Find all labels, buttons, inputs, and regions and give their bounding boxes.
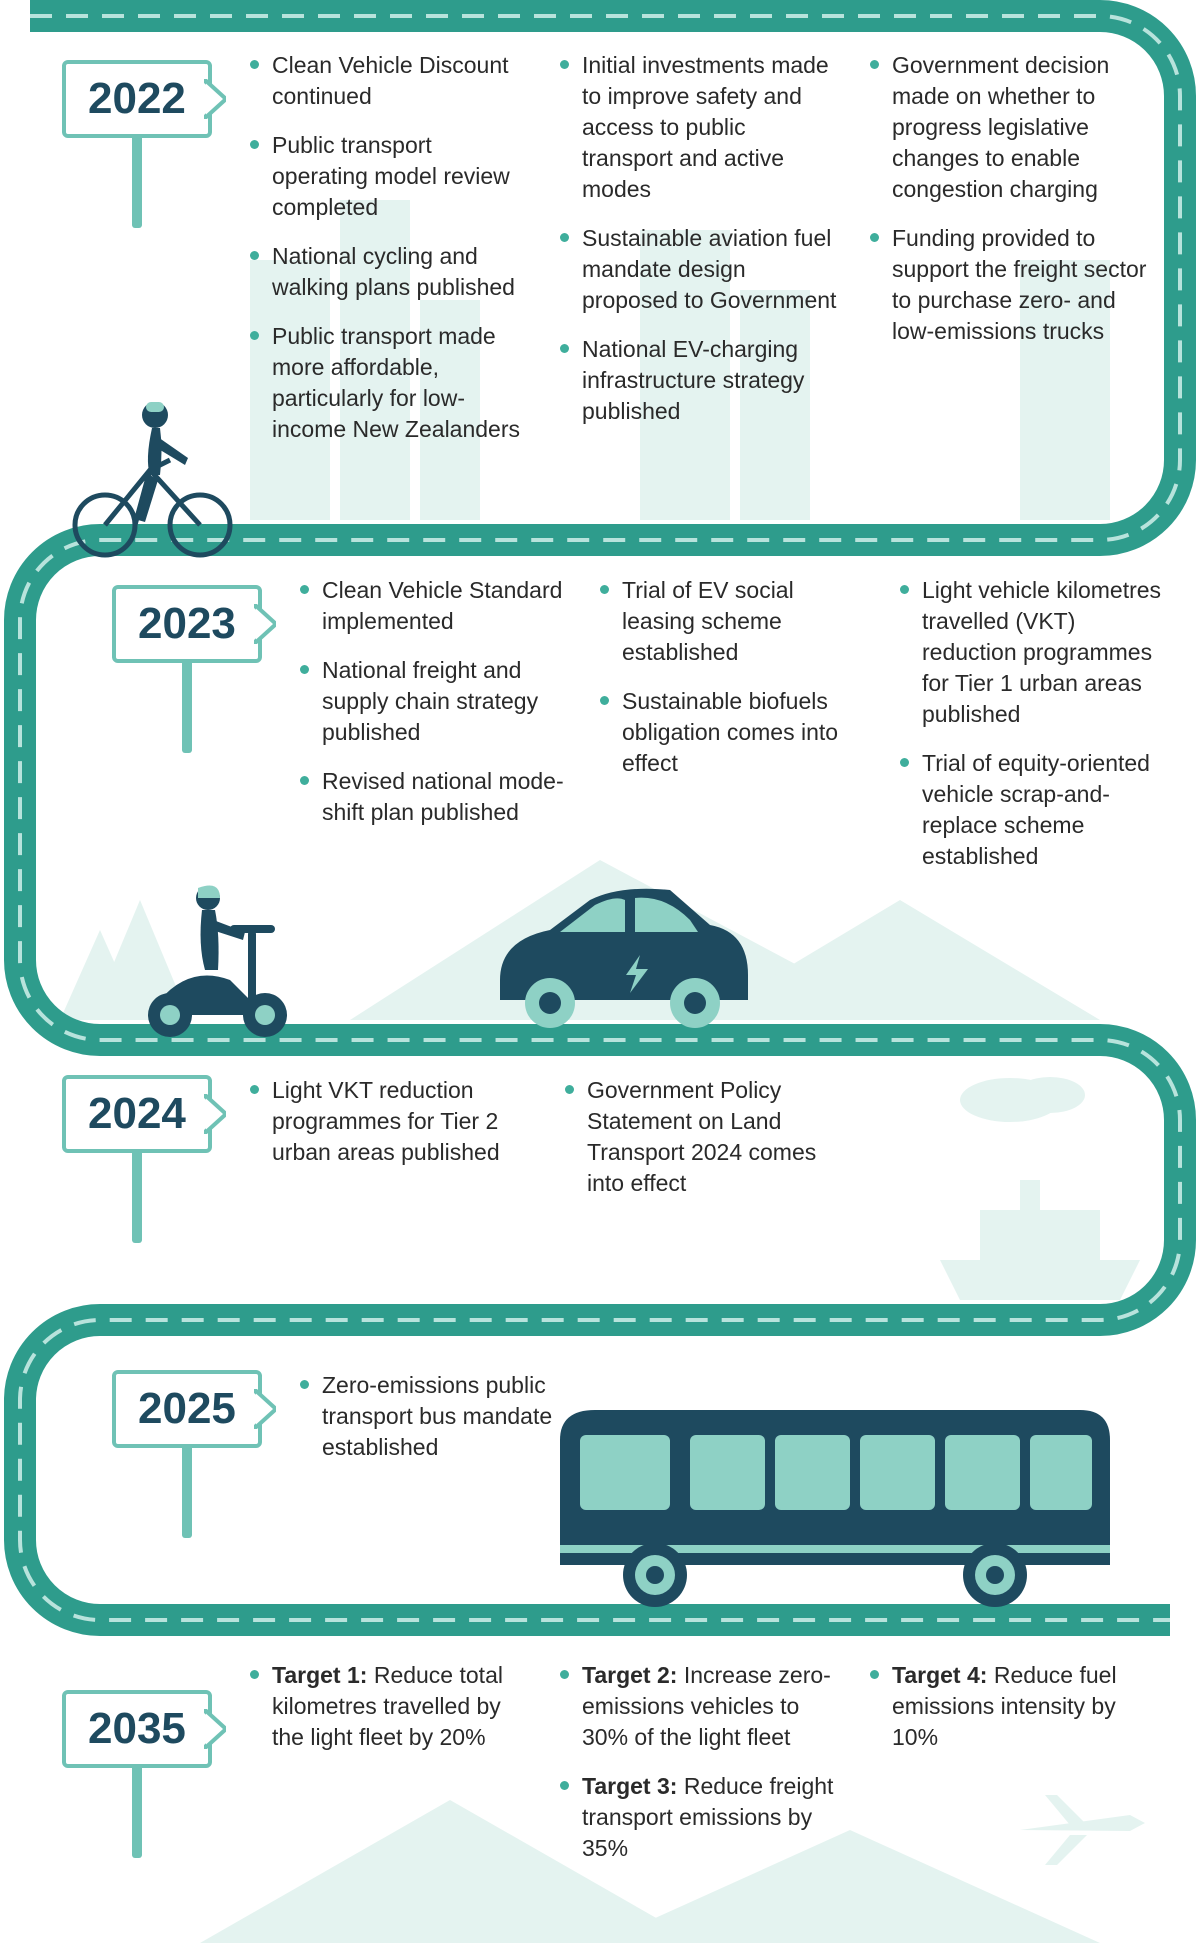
milestone-item: Sustainable biofuels obligation comes in… <box>600 686 870 779</box>
year-sign-2022: 2022 <box>62 60 212 228</box>
milestone-item: Initial investments made to improve safe… <box>560 50 840 205</box>
milestone-item: Light VKT reduction programmes for Tier … <box>250 1075 535 1168</box>
milestone-item: Public transport operating model review … <box>250 130 530 223</box>
milestone-item: Target 2: Increase zero-emissions vehicl… <box>560 1660 840 1753</box>
milestone-item: Government decision made on whether to p… <box>870 50 1150 205</box>
car-icon <box>480 870 760 1030</box>
milestone-item: Target 3: Reduce freight transport emiss… <box>560 1771 840 1864</box>
milestone-item: Light vehicle kilometres travelled (VKT)… <box>900 575 1170 730</box>
milestone-item: Funding provided to support the freight … <box>870 223 1150 347</box>
milestone-item: National cycling and walking plans publi… <box>250 241 530 303</box>
milestone-item: National EV-charging infrastructure stra… <box>560 334 840 427</box>
milestone-item: Clean Vehicle Standard implemented <box>300 575 570 637</box>
milestone-item: Public transport made more affordable, p… <box>250 321 530 445</box>
milestone-item: Trial of EV social leasing scheme establ… <box>600 575 870 668</box>
content-2024: Light VKT reduction programmes for Tier … <box>250 1075 850 1217</box>
content-2022: Clean Vehicle Discount continued Public t… <box>250 50 1150 464</box>
milestone-item: Sustainable aviation fuel mandate design… <box>560 223 840 316</box>
year-sign-2024: 2024 <box>62 1075 212 1243</box>
milestone-item: Trial of equity-oriented vehicle scrap-a… <box>900 748 1170 872</box>
bus-icon <box>540 1390 1120 1610</box>
content-2023: Clean Vehicle Standard implemented Nation… <box>300 575 1170 890</box>
scooter-icon <box>130 870 300 1040</box>
year-sign-2025: 2025 <box>112 1370 262 1538</box>
content-2035: Target 1: Reduce total kilometres travel… <box>250 1660 1150 1882</box>
milestone-item: Target 4: Reduce fuel emissions intensit… <box>870 1660 1150 1753</box>
cyclist-icon <box>60 380 240 560</box>
milestone-item: Target 1: Reduce total kilometres travel… <box>250 1660 530 1753</box>
milestone-item: Revised national mode-shift plan publish… <box>300 766 570 828</box>
year-sign-2035: 2035 <box>62 1690 212 1858</box>
year-sign-2023: 2023 <box>112 585 262 753</box>
milestone-item: Government Policy Statement on Land Tran… <box>565 1075 850 1199</box>
milestone-item: National freight and supply chain strate… <box>300 655 570 748</box>
milestone-item: Clean Vehicle Discount continued <box>250 50 530 112</box>
